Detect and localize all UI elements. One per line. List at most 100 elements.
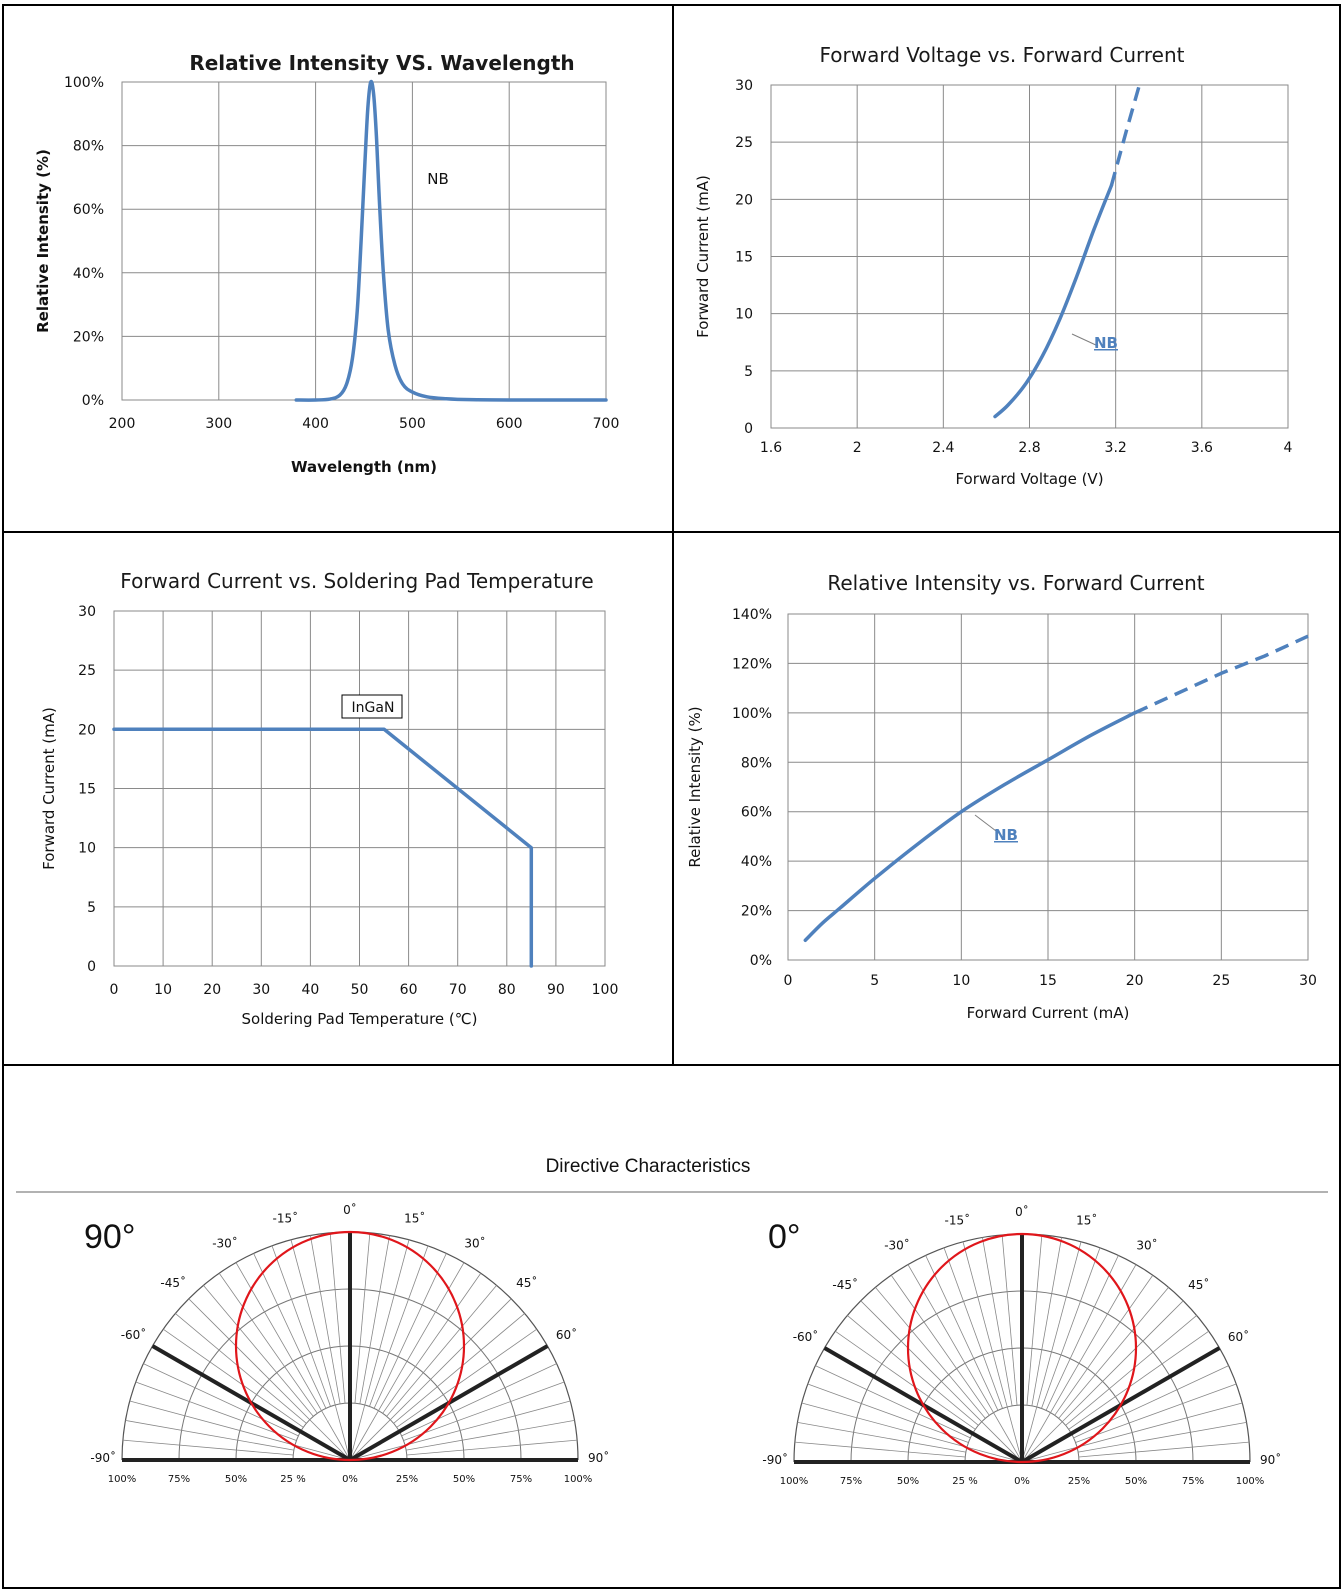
- polar-spoke: [1078, 1441, 1250, 1458]
- polar-radial-label: 75%: [510, 1474, 532, 1485]
- polar-spoke: [1058, 1287, 1169, 1419]
- polar-spoke: [1073, 1365, 1229, 1439]
- polar-angle-label: 90˚: [1260, 1452, 1281, 1467]
- y-axis-label: Relative Intensity (%): [34, 149, 52, 333]
- y-tick-label: 20: [78, 722, 96, 738]
- polar-angle-label: -60˚: [121, 1327, 147, 1342]
- derating-chart: Forward Current vs. Soldering Pad Temper…: [40, 569, 618, 1028]
- x-tick-label: 4: [1284, 440, 1293, 456]
- x-tick-label: 2.4: [932, 440, 954, 456]
- y-tick-label: 30: [735, 78, 753, 94]
- polar-intensity-curve: [906, 1232, 1138, 1464]
- polar-spoke: [1068, 1330, 1209, 1430]
- polar-spoke: [907, 1264, 1023, 1463]
- polar-radial-label: 25 %: [952, 1476, 977, 1487]
- polar-spoke: [135, 1381, 297, 1441]
- polar-spoke: [847, 1315, 979, 1426]
- polar-spoke: [1065, 1315, 1197, 1426]
- polar-angle-label: 90˚: [588, 1450, 609, 1465]
- series-label: InGaN: [352, 700, 395, 716]
- x-tick-label: 400: [302, 416, 329, 432]
- polar-angle-label: -30˚: [884, 1237, 910, 1252]
- polar-spoke: [860, 1300, 1023, 1463]
- x-tick-label: 200: [109, 416, 136, 432]
- x-tick-label: 700: [593, 416, 620, 432]
- polar-radial-label: 0%: [1014, 1476, 1030, 1487]
- polar-spoke: [890, 1275, 990, 1416]
- series-line: [112, 727, 534, 968]
- x-tick-label: 2.8: [1018, 440, 1040, 456]
- x-tick-label: 70: [449, 982, 467, 998]
- chart-title: Forward Current vs. Soldering Pad Temper…: [120, 569, 593, 593]
- polar-spoke: [218, 1273, 318, 1414]
- x-tick-label: 1.6: [760, 440, 782, 456]
- chart-title: Forward Voltage vs. Forward Current: [819, 43, 1184, 67]
- x-tick-label: 500: [399, 416, 426, 432]
- y-tick-label: 120%: [732, 656, 772, 672]
- series-line: [294, 79, 608, 402]
- polar-angle-label: -45˚: [160, 1275, 186, 1290]
- polar-spoke: [1021, 1402, 1243, 1463]
- y-tick-label: 20: [735, 192, 753, 208]
- polar-angle-label: 0˚: [343, 1202, 357, 1217]
- polar-spoke: [188, 1298, 351, 1461]
- x-tick-label: 30: [1299, 973, 1317, 989]
- plot-frame: [787, 613, 1309, 961]
- y-tick-label: 25: [78, 663, 96, 679]
- y-tick-label: 80%: [73, 139, 104, 155]
- polar-spoke: [801, 1402, 1023, 1463]
- polar-spoke: [129, 1400, 351, 1461]
- polar-spoke: [393, 1313, 525, 1424]
- polar-angle-label: 60˚: [1228, 1329, 1249, 1344]
- directive-title: Directive Characteristics: [546, 1156, 751, 1177]
- x-tick-label: 20: [1126, 973, 1144, 989]
- polar-angle-label: 45˚: [1188, 1277, 1209, 1292]
- polar-angle-label: -90˚: [762, 1452, 788, 1467]
- polar-angle-label: -90˚: [90, 1450, 116, 1465]
- y-axis-label: Forward Current (mA): [694, 175, 712, 338]
- series-label: NB: [1094, 334, 1118, 352]
- y-tick-label: 0: [87, 959, 96, 975]
- polar-chart-left: 0˚ 15˚ 30˚ 45˚ 60˚ -15˚ -30˚ -45˚ -60˚ 90˚ -90˚ 100…: [90, 1202, 609, 1485]
- polar-spoke: [203, 1285, 314, 1417]
- y-tick-label: 30: [78, 604, 96, 620]
- x-axis-label: Soldering Pad Temperature (℃): [242, 1010, 478, 1028]
- x-tick-label: 600: [496, 416, 523, 432]
- x-axis-label: Forward Voltage (V): [955, 470, 1103, 488]
- polar-radial-label: 25%: [396, 1474, 418, 1485]
- polar-spoke: [1021, 1241, 1082, 1463]
- polar-angle-label: 30˚: [464, 1235, 485, 1250]
- polar-spoke: [386, 1285, 497, 1417]
- x-tick-label: 80: [498, 982, 516, 998]
- y-tick-label: 100%: [732, 706, 772, 722]
- polar-spoke: [794, 1441, 966, 1458]
- polar-left-label: 90°: [84, 1218, 135, 1256]
- relative-intensity-chart: Relative Intensity vs. Forward Current 0 5…: [686, 571, 1317, 1022]
- polar-radial-label: 25 %: [280, 1474, 305, 1485]
- polar-radial-label: 50%: [453, 1474, 475, 1485]
- y-tick-label: 40%: [741, 854, 772, 870]
- polar-spoke: [235, 1262, 351, 1461]
- polar-spoke: [349, 1400, 571, 1461]
- y-tick-label: 25: [735, 135, 753, 151]
- polar-spoke: [1021, 1300, 1184, 1463]
- series-label: NB: [427, 170, 449, 188]
- y-axis-label: Forward Current (mA): [40, 707, 58, 870]
- y-tick-label: 60%: [73, 202, 104, 218]
- polar-spoke: [354, 1232, 371, 1404]
- polar-radial-label: 100%: [780, 1476, 809, 1487]
- polar-angle-label: -45˚: [832, 1277, 858, 1292]
- x-tick-label: 30: [252, 982, 270, 998]
- polar-intensity-curve: [234, 1230, 466, 1462]
- gridlines: [121, 81, 607, 401]
- polar-radial-label: 50%: [897, 1476, 919, 1487]
- x-tick-label: 5: [870, 973, 879, 989]
- x-tick-label: 60: [400, 982, 418, 998]
- polar-radial-label: 75%: [1182, 1476, 1204, 1487]
- plot-frame: [770, 84, 1289, 429]
- polar-spoke: [396, 1328, 537, 1428]
- spectrum-chart: Relative Intensity VS. Wavelength 200 300 4…: [34, 51, 619, 476]
- polar-spoke: [403, 1381, 565, 1441]
- polar-radial-label: 100%: [1236, 1476, 1265, 1487]
